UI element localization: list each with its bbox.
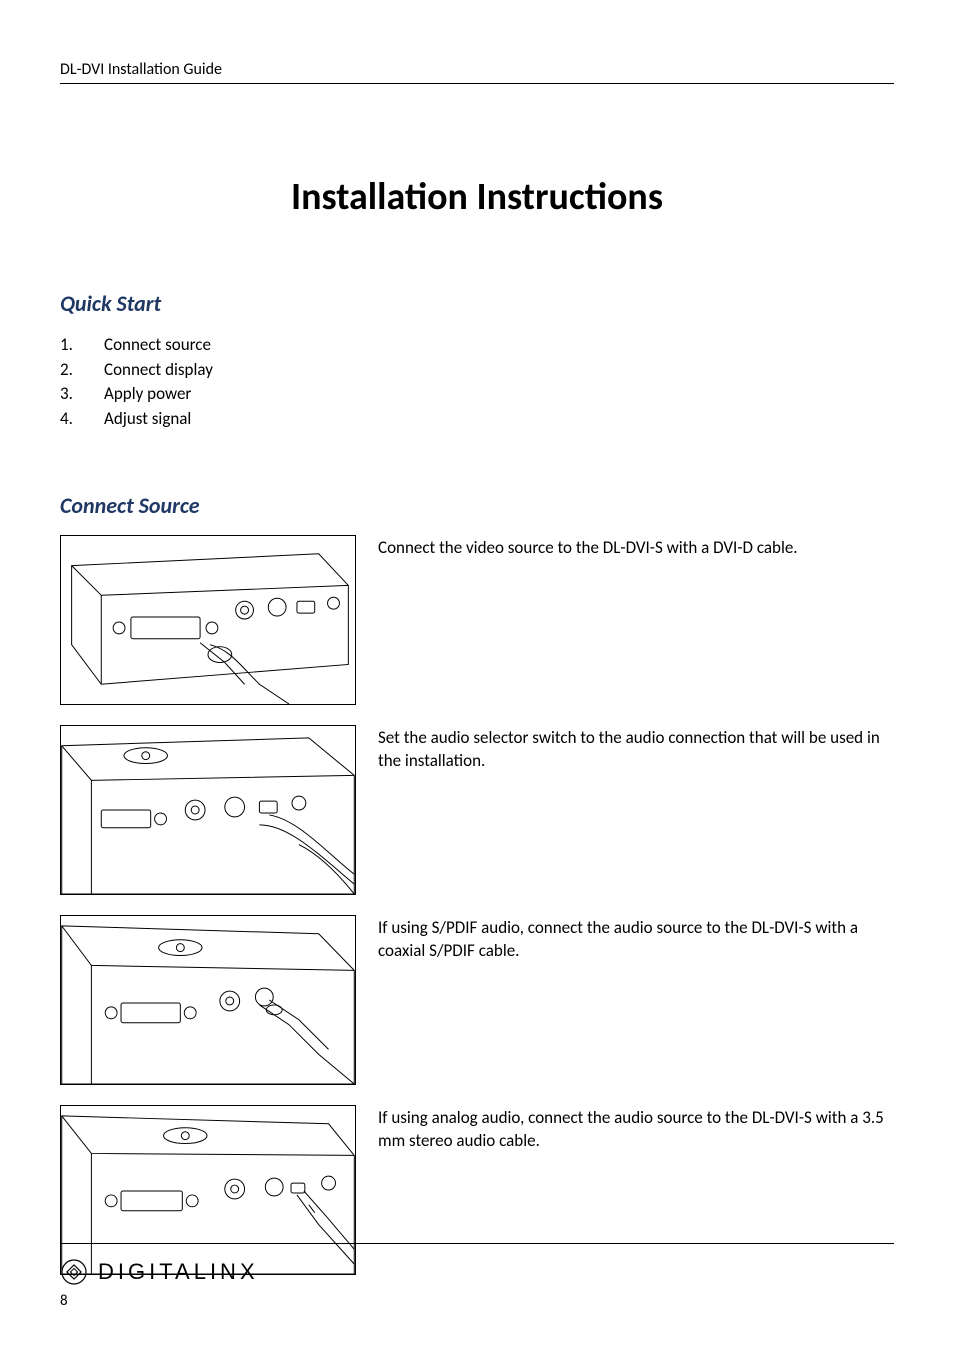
step-text: Set the audio selector switch to the aud… bbox=[378, 725, 894, 773]
list-text: Adjust signal bbox=[104, 407, 191, 432]
list-number: 3. bbox=[60, 382, 104, 407]
list-item: 2.Connect display bbox=[60, 358, 894, 383]
list-number: 4. bbox=[60, 407, 104, 432]
header-text: DL-DVI Installation Guide bbox=[60, 60, 894, 79]
page: DL-DVI Installation Guide Installation I… bbox=[0, 0, 954, 1350]
header-rule: DL-DVI Installation Guide bbox=[60, 60, 894, 84]
footer-rule bbox=[60, 1243, 894, 1244]
step-row: If using S/PDIF audio, connect the audio… bbox=[60, 915, 894, 1085]
connect-source-heading: Connect Source bbox=[60, 492, 894, 519]
quick-start-heading: Quick Start bbox=[60, 290, 894, 317]
footer-logo: DIGITALINX bbox=[60, 1258, 894, 1286]
step-figure bbox=[60, 535, 356, 705]
list-item: 4.Adjust signal bbox=[60, 407, 894, 432]
device-illustration-icon bbox=[61, 726, 355, 894]
brand-name: DIGITALINX bbox=[98, 1259, 259, 1285]
list-text: Connect display bbox=[104, 358, 213, 383]
step-figure bbox=[60, 915, 356, 1085]
page-number: 8 bbox=[60, 1292, 894, 1310]
quick-start-section: Quick Start 1.Connect source 2.Connect d… bbox=[60, 290, 894, 432]
step-text: If using S/PDIF audio, connect the audio… bbox=[378, 915, 894, 963]
list-text: Connect source bbox=[104, 333, 211, 358]
step-row: Connect the video source to the DL-DVI-S… bbox=[60, 535, 894, 705]
connect-source-section: Connect Source bbox=[60, 492, 894, 1275]
list-item: 3.Apply power bbox=[60, 382, 894, 407]
list-number: 2. bbox=[60, 358, 104, 383]
quick-start-list: 1.Connect source 2.Connect display 3.App… bbox=[60, 333, 894, 432]
step-row: Set the audio selector switch to the aud… bbox=[60, 725, 894, 895]
step-text: If using analog audio, connect the audio… bbox=[378, 1105, 894, 1153]
footer: DIGITALINX 8 bbox=[60, 1243, 894, 1310]
list-text: Apply power bbox=[104, 382, 191, 407]
device-illustration-icon bbox=[61, 916, 355, 1084]
brand-logo-icon bbox=[60, 1258, 88, 1286]
list-item: 1.Connect source bbox=[60, 333, 894, 358]
page-title: Installation Instructions bbox=[60, 174, 894, 220]
device-illustration-icon bbox=[61, 536, 355, 704]
step-figure bbox=[60, 725, 356, 895]
list-number: 1. bbox=[60, 333, 104, 358]
step-text: Connect the video source to the DL-DVI-S… bbox=[378, 535, 798, 560]
